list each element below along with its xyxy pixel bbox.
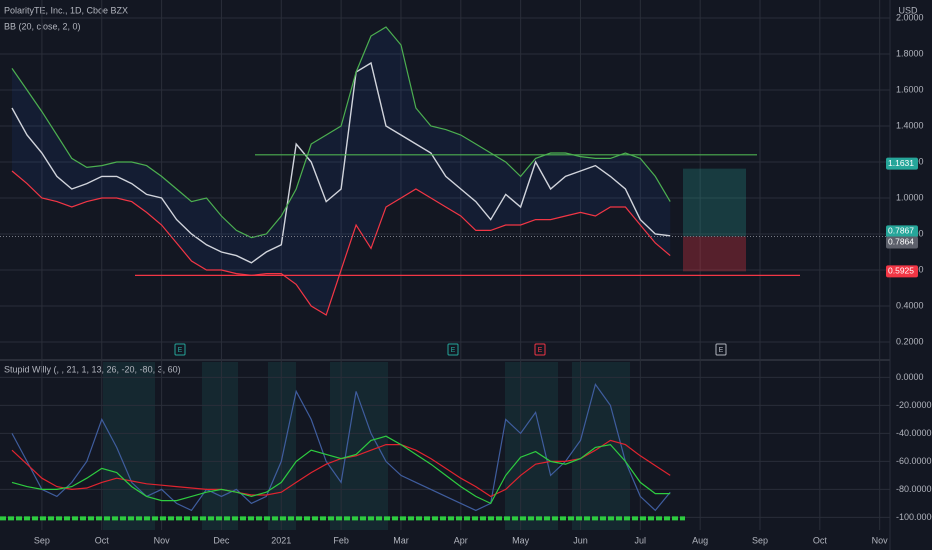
event-box — [715, 343, 727, 356]
y-tick-label: 1.0000 — [896, 192, 924, 202]
indicator-pane-title: Stupid Willy (, , 21, 1, 13, 26, -20, -8… — [4, 364, 181, 374]
price-tag — [886, 265, 918, 278]
price-tag-label: 0.5925 — [888, 266, 914, 276]
event-label: E — [719, 347, 724, 354]
price-tag-label: 0.7864 — [888, 237, 914, 247]
y-tick-label: 1.4000 — [896, 120, 924, 130]
x-tick-label: Jun — [573, 535, 588, 545]
event-label: E — [451, 347, 456, 354]
y-tick-label: -80.0000 — [896, 484, 932, 494]
x-tick-label: Apr — [454, 535, 468, 545]
y-tick-label: 2.0000 — [896, 12, 924, 22]
x-tick-label: Nov — [154, 535, 171, 545]
zone — [268, 362, 296, 530]
zone — [202, 362, 238, 530]
x-tick-label: Oct — [813, 535, 828, 545]
x-tick-label: Oct — [95, 535, 110, 545]
x-tick-label: Nov — [872, 535, 889, 545]
y-tick-label: -20.0000 — [896, 400, 932, 410]
series-line — [11, 383, 671, 512]
x-tick-label: Sep — [752, 535, 768, 545]
price-tag — [886, 157, 918, 170]
price-tag-label: 0.7867 — [888, 226, 914, 236]
x-tick-label: Mar — [393, 535, 409, 545]
x-tick-label: Feb — [333, 535, 349, 545]
y-tick-label: 0.4000 — [896, 300, 924, 310]
zone — [103, 362, 155, 530]
series-line — [11, 170, 671, 316]
zone — [330, 362, 388, 530]
y-tick-label: -40.0000 — [896, 428, 932, 438]
y-tick-label: 0.2000 — [896, 336, 924, 346]
y-tick-label: -100.0000 — [896, 512, 932, 522]
x-tick-label: Aug — [692, 535, 708, 545]
series-line — [11, 26, 671, 239]
x-tick-label: Dec — [213, 535, 230, 545]
target-zone — [683, 168, 746, 237]
event-box — [447, 343, 459, 356]
y-tick-label: 0.0000 — [896, 372, 924, 382]
stop-zone — [683, 236, 746, 272]
price-tag — [886, 236, 918, 249]
series-line — [11, 61, 671, 264]
y-tick-label: 1.8000 — [896, 48, 924, 58]
event-box — [174, 343, 186, 356]
x-tick-label: May — [512, 535, 530, 545]
symbol-title: PolarityTE, Inc., 1D, Cboe BZX — [4, 5, 128, 15]
x-tick-label: Sep — [34, 535, 50, 545]
series-line — [11, 435, 671, 505]
zone — [505, 362, 558, 530]
currency: USD — [898, 5, 918, 15]
event-label: E — [178, 347, 183, 354]
event-box — [534, 343, 546, 356]
y-tick-label: -60.0000 — [896, 456, 932, 466]
price-tag — [886, 225, 918, 238]
x-tick-label: Jul — [635, 535, 647, 545]
x-tick-label: 2021 — [271, 535, 291, 545]
y-tick-label: 1.6000 — [896, 84, 924, 94]
price-tag-label: 1.1631 — [888, 158, 914, 168]
event-label: E — [538, 347, 543, 354]
